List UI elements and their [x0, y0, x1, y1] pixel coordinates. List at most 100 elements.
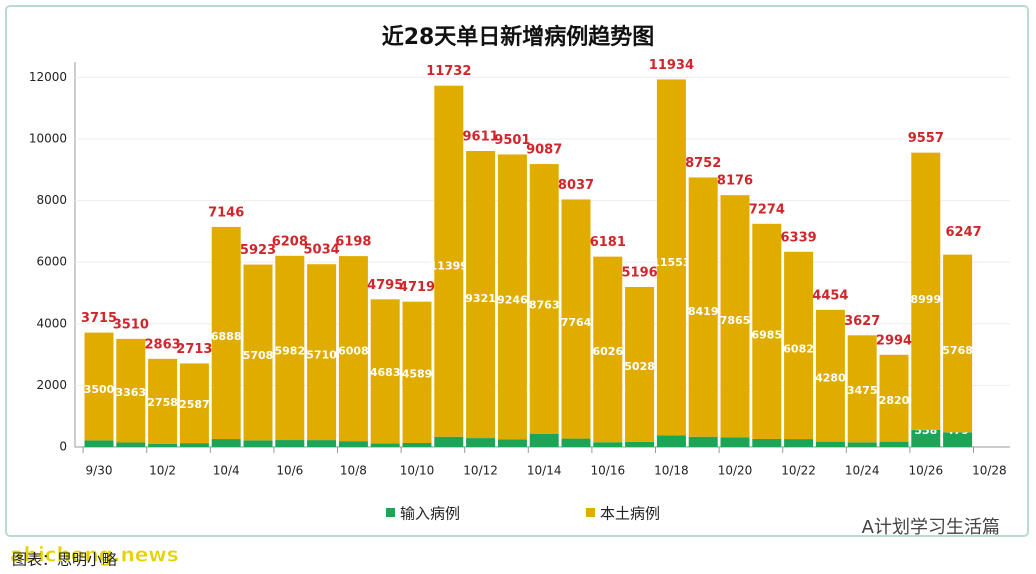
total-label: 8037 — [558, 178, 594, 193]
bar-segment — [497, 439, 527, 447]
bar-segment — [84, 332, 114, 441]
bar-segment — [911, 429, 941, 447]
segment-label: 2820 — [879, 394, 910, 407]
bar-segment — [943, 254, 973, 433]
segment-label: 5710 — [306, 349, 337, 362]
bar-segment — [116, 442, 146, 447]
segment-label: 11399 — [430, 259, 468, 272]
bar-segment — [434, 436, 464, 447]
bar-segment — [593, 442, 623, 447]
bar-segment — [338, 256, 368, 442]
chart-title: 近28天单日新增病例趋势图 — [382, 24, 655, 50]
bar-segment — [688, 436, 718, 447]
total-label: 6247 — [946, 225, 982, 240]
total-label: 3510 — [113, 317, 149, 332]
total-label: 6339 — [781, 230, 817, 245]
total-label: 7274 — [749, 202, 785, 217]
total-label: 9087 — [526, 143, 562, 158]
bar-segment — [625, 441, 655, 447]
total-label: 5034 — [304, 243, 340, 258]
y-tick-label: 12000 — [29, 70, 67, 84]
bar-segment — [879, 354, 909, 442]
x-tick-label: 10/28 — [972, 464, 1007, 478]
x-tick-label: 10/22 — [781, 464, 816, 478]
segment-label: 6008 — [338, 345, 369, 358]
total-label: 6181 — [590, 235, 626, 250]
bar-segment — [243, 440, 273, 447]
segment-label: 4589 — [402, 367, 433, 380]
x-tick-label: 10/12 — [463, 464, 498, 478]
bar-segment — [561, 199, 591, 439]
legend-label: 本土病例 — [600, 505, 660, 523]
bar-segment — [307, 264, 337, 441]
bar-segment — [275, 255, 305, 441]
watermark: A计划学习生活篇 — [862, 517, 1000, 538]
bar-segment — [815, 309, 845, 442]
bar-segment — [466, 150, 496, 439]
bar-segment — [370, 299, 400, 444]
total-label: 5923 — [240, 243, 276, 258]
bar-segment — [148, 443, 178, 447]
segment-label: 3475 — [847, 384, 878, 397]
legend-swatch — [586, 508, 595, 517]
bar-segment — [84, 440, 114, 447]
segment-label: 5708 — [243, 349, 274, 362]
segment-label: 9321 — [465, 292, 496, 305]
bar-segment — [179, 443, 209, 447]
bar-segment — [847, 335, 877, 443]
x-tick-label: 10/26 — [909, 464, 944, 478]
bar-segment — [784, 251, 814, 440]
bar-segment — [561, 438, 591, 447]
total-label: 11934 — [649, 58, 694, 73]
x-tick-label: 10/10 — [400, 464, 435, 478]
bar-segment — [338, 441, 368, 447]
segment-label: 5982 — [274, 344, 305, 357]
bar-segment — [656, 79, 686, 436]
total-label: 6198 — [335, 235, 371, 250]
x-tick-label: 10/16 — [591, 464, 626, 478]
legend-swatch — [386, 508, 395, 517]
segment-label: 6082 — [783, 342, 814, 355]
bar-segment — [879, 441, 909, 447]
segment-label: 8763 — [529, 299, 560, 312]
x-tick-label: 10/24 — [845, 464, 880, 478]
x-tick-label: 10/4 — [213, 464, 240, 478]
x-tick-label: 10/18 — [654, 464, 689, 478]
bar-segment — [275, 440, 305, 447]
y-tick-label: 10000 — [29, 132, 67, 146]
x-tick-label: 10/14 — [527, 464, 562, 478]
total-label: 7146 — [208, 205, 244, 220]
bar-segment — [211, 226, 241, 440]
source-note: 图表：思明小略 — [12, 551, 117, 569]
bar-segment — [179, 363, 209, 444]
bar-segment — [815, 441, 845, 447]
bar-segment — [402, 301, 432, 443]
segment-label: 8419 — [688, 305, 719, 318]
y-tick-label: 8000 — [36, 193, 67, 207]
x-tick-label: 10/20 — [718, 464, 753, 478]
bar-segment — [466, 438, 496, 447]
total-label: 4719 — [399, 280, 435, 295]
total-label: 2863 — [145, 337, 181, 352]
bar-segment — [688, 177, 718, 437]
bar-segment — [497, 154, 527, 440]
segment-label: 7764 — [561, 316, 592, 329]
total-label: 3627 — [844, 314, 880, 329]
y-tick-label: 2000 — [36, 378, 67, 392]
segment-label: 6888 — [211, 330, 242, 343]
total-label: 2713 — [176, 342, 212, 357]
segment-label: 8999 — [910, 293, 941, 306]
segment-label: 6026 — [592, 345, 623, 358]
segment-label: 5028 — [624, 360, 655, 373]
bar-segment — [784, 439, 814, 447]
watermark: abicheng.news — [10, 543, 179, 567]
total-label: 4454 — [812, 288, 848, 303]
bar-segment — [370, 443, 400, 447]
bar-segment — [752, 223, 782, 439]
y-tick-label: 4000 — [36, 316, 67, 330]
x-tick-label: 9/30 — [86, 464, 113, 478]
total-label: 9501 — [494, 133, 530, 148]
bar-segment — [911, 152, 941, 430]
bar-segment — [752, 438, 782, 447]
